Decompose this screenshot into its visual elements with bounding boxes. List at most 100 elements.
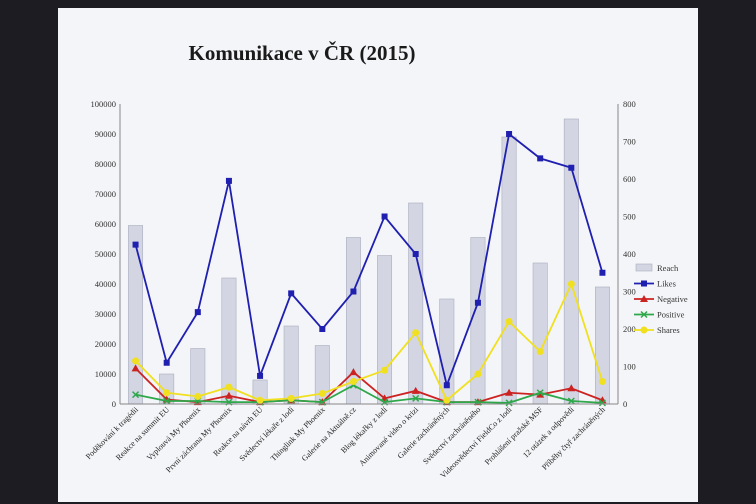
left-tick-label: 30000 (95, 309, 116, 319)
likes-point (506, 131, 513, 137)
likes-line (134, 132, 604, 389)
shares-point (412, 329, 420, 337)
negative-point (224, 391, 233, 399)
category-label: Příběhy čtyř zachráněných (540, 405, 607, 472)
right-tick-label: 200 (623, 324, 636, 334)
negative-point (411, 386, 420, 394)
likes-point (443, 382, 450, 389)
left-tick-label: 20000 (95, 339, 116, 349)
reach-bar (563, 118, 579, 405)
likes-point (132, 241, 139, 248)
right-tick-label: 600 (623, 174, 636, 184)
positive-point (567, 397, 575, 405)
legend-marker (640, 295, 648, 302)
left-tick-label: 10000 (95, 369, 116, 379)
chart: Komunikace v ČR (2015) 0 10000 20000 30000 4… (84, 41, 688, 480)
right-tick-label: 0 (623, 399, 627, 409)
likes-point (319, 326, 326, 332)
category-label: Thinglink My Phoenix (269, 405, 327, 463)
likes-point (288, 290, 295, 297)
likes-point (381, 213, 388, 220)
category-label: Reakce na summit EU (114, 405, 171, 462)
legend-swatch (635, 263, 653, 272)
left-tick-label: 40000 (95, 279, 116, 289)
likes-point (257, 372, 264, 379)
shares-point (225, 383, 233, 391)
reach-bar (532, 262, 548, 405)
positive-point (163, 397, 171, 405)
shares-line (134, 281, 604, 402)
right-tick-label: 400 (623, 249, 636, 259)
series-lines (131, 131, 607, 407)
legend-marker (640, 326, 648, 334)
legend-label: Reach (657, 263, 679, 273)
likes-point (163, 359, 170, 366)
legend-label: Likes (657, 279, 676, 289)
left-tick-label: 70000 (95, 189, 116, 199)
likes-point (474, 299, 481, 306)
legend-item-reach: Reach (635, 263, 679, 273)
shares-point (194, 393, 202, 400)
likes-point (568, 164, 575, 171)
shares-point (163, 389, 171, 397)
reach-bar (408, 202, 424, 405)
negative-point (567, 384, 576, 392)
left-tick-label: 100000 (91, 99, 117, 109)
legend-item-positive: Positive (634, 310, 685, 320)
negative-line (134, 367, 603, 404)
category-label: Svědectví zachráněného (421, 405, 482, 466)
left-tick-label: 0 (112, 399, 116, 409)
left-tick-label: 80000 (95, 159, 116, 169)
legend-marker (640, 310, 648, 319)
legend-item-likes: Likes (634, 279, 676, 289)
likes-point (537, 155, 544, 162)
positive-point (505, 399, 513, 407)
likes-point (412, 251, 419, 257)
legend-item-shares: Shares (634, 325, 680, 335)
likes-point (350, 288, 357, 295)
legend-item-negative: Negative (634, 294, 688, 304)
right-tick-label: 500 (623, 212, 636, 222)
shares-point (287, 394, 295, 402)
likes-point (225, 177, 232, 184)
right-tick-label: 700 (623, 137, 636, 147)
legend-label: Shares (657, 325, 680, 335)
reach-bar (594, 286, 610, 405)
left-tick-label: 50000 (95, 249, 116, 259)
reach-bars (128, 118, 610, 405)
shares-point (598, 378, 606, 385)
negative-point (505, 388, 514, 396)
slide: Komunikace v ČR (2015) 0 10000 20000 30000 4… (58, 8, 698, 502)
likes-point (194, 309, 201, 316)
right-tick-label: 100 (623, 362, 636, 372)
legend: Reach Likes Negative Positive Shares (634, 263, 688, 335)
right-tick-label: 800 (623, 99, 636, 109)
shares-point (132, 357, 140, 365)
positive-point (412, 394, 420, 402)
shares-point (536, 348, 544, 355)
positive-line (135, 384, 603, 404)
negative-point (131, 364, 140, 372)
legend-label: Positive (657, 310, 685, 320)
category-label: Poděkování k tragédii (84, 405, 141, 462)
category-label: Prohlášení pražské MSF (483, 405, 545, 467)
positive-point (536, 389, 544, 397)
reach-bar (501, 136, 517, 405)
shares-point (318, 390, 326, 397)
left-tick-label: 60000 (95, 219, 116, 229)
chart-title: Komunikace v ČR (2015) (189, 41, 416, 65)
negative-point (536, 390, 545, 398)
right-tick-label: 300 (623, 287, 636, 297)
shares-point (256, 396, 264, 404)
legend-marker (641, 280, 647, 287)
shares-point (443, 396, 451, 404)
shares-point (474, 370, 482, 378)
shares-point (505, 318, 513, 325)
reach-bar (377, 255, 393, 405)
negative-point (349, 368, 358, 376)
shares-point (381, 366, 389, 374)
positive-point (598, 399, 606, 407)
positive-point (132, 391, 140, 399)
category-label: Vyplouvá My Phoenix (145, 405, 202, 462)
shares-point (349, 378, 357, 385)
